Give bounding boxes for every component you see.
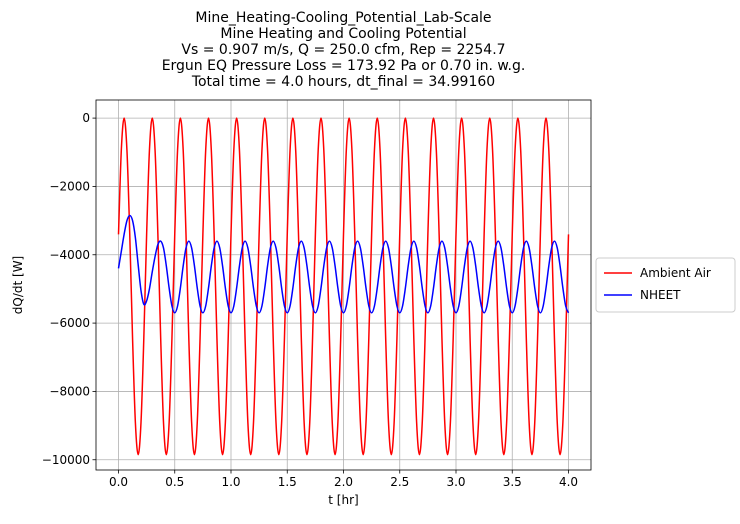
chart-title: Mine_Heating-Cooling_Potential_Lab-Scale: [195, 10, 491, 26]
y-tick-label: −4000: [49, 248, 90, 262]
series-line: [117, 214, 570, 314]
legend-box: [595, 257, 736, 313]
x-axis-label: t [hr]: [328, 493, 358, 507]
chart-title: Total time = 4.0 hours, dt_final = 34.99…: [191, 74, 495, 90]
chart-title: Vs = 0.907 m/s, Q = 250.0 cfm, Rep = 225…: [181, 42, 505, 58]
x-tick-label: 4.0: [559, 475, 578, 489]
plot-frame: [95, 99, 592, 471]
legend-label: NHEET: [640, 288, 681, 302]
y-tick-label: 0: [82, 111, 90, 125]
y-tick-label: −8000: [49, 384, 90, 398]
y-tick-label: −6000: [49, 316, 90, 330]
x-tick-label: 1.0: [221, 475, 240, 489]
chart-title: Ergun EQ Pressure Loss = 173.92 Pa or 0.…: [162, 58, 526, 74]
y-tick-label: −10000: [42, 453, 90, 467]
x-tick-label: 2.0: [334, 475, 353, 489]
legend-label: Ambient Air: [640, 266, 711, 280]
x-tick-label: 3.5: [503, 475, 522, 489]
x-tick-label: 2.5: [390, 475, 409, 489]
x-tick-label: 1.5: [278, 475, 297, 489]
x-tick-label: 0.5: [165, 475, 184, 489]
x-tick-label: 0.0: [109, 475, 128, 489]
y-tick-label: −2000: [49, 179, 90, 193]
y-axis-label: dQ/dt [W]: [11, 256, 25, 314]
chart-title: Mine Heating and Cooling Potential: [220, 26, 466, 42]
series-line: [117, 117, 570, 456]
x-tick-label: 3.0: [446, 475, 465, 489]
